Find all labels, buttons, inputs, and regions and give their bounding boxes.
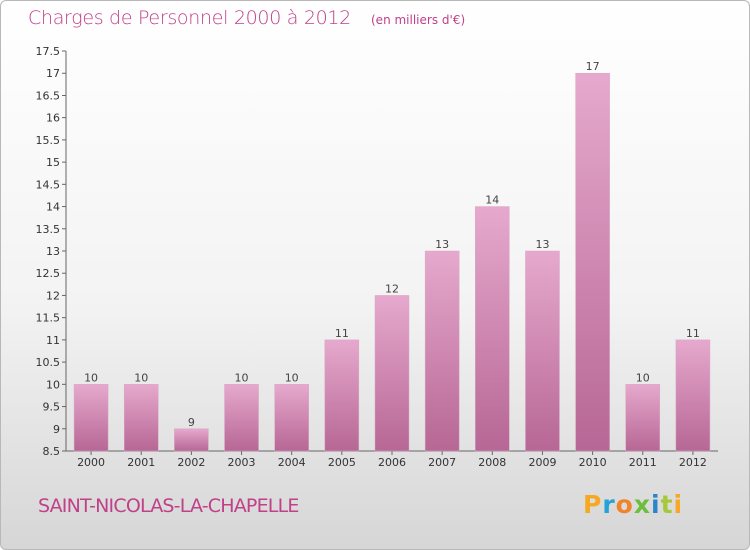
data-label-2009: 13 — [535, 238, 549, 251]
y-tick-label: 11.5 — [36, 312, 61, 325]
bars — [73, 72, 711, 452]
data-label-2007: 13 — [435, 238, 449, 251]
data-label-2000: 10 — [84, 371, 98, 384]
x-tick-label: 2012 — [679, 456, 707, 469]
data-labels: 10 10 9 10 10 11 12 13 14 13 17 10 11 — [84, 60, 700, 429]
y-tick-label: 9 — [53, 423, 60, 436]
y-tick-label: 16.5 — [36, 89, 61, 102]
chart-title: Charges de Personnel 2000 à 2012 — [28, 7, 351, 29]
x-tick-label: 2001 — [127, 456, 155, 469]
data-label-2002: 9 — [188, 416, 195, 429]
logo-letter: i — [651, 490, 661, 519]
y-tick-label: 12 — [46, 289, 60, 302]
logo-letter: o — [615, 490, 634, 519]
chart-subtitle: (en milliers d'€) — [371, 13, 466, 27]
y-tick-label: 10 — [46, 378, 60, 391]
bar-2006 — [374, 295, 410, 452]
y-tick-label: 15 — [46, 156, 60, 169]
data-label-2003: 10 — [235, 371, 249, 384]
x-tick-label: 2004 — [278, 456, 306, 469]
data-label-2010: 17 — [586, 60, 600, 73]
data-label-2008: 14 — [485, 194, 499, 207]
y-tick-label: 13.5 — [36, 223, 61, 236]
y-tick-label: 10.5 — [36, 356, 61, 369]
x-tick-label: 2008 — [478, 456, 506, 469]
bar-2000 — [73, 384, 109, 452]
bar-2005 — [324, 339, 360, 452]
bar-2007 — [424, 250, 460, 452]
bar-2011 — [625, 384, 661, 452]
x-tick-label: 2000 — [77, 456, 105, 469]
x-tick-label: 2006 — [378, 456, 406, 469]
y-tick-label: 13 — [46, 245, 60, 258]
y-tick-label: 17.5 — [36, 45, 61, 58]
bar-2012 — [675, 339, 711, 452]
y-tick-label: 8.5 — [43, 445, 61, 458]
bar-2010 — [575, 72, 610, 452]
bar-2003 — [224, 384, 259, 452]
y-tick-label: 14 — [46, 201, 60, 214]
y-tick-label: 9.5 — [43, 401, 61, 414]
data-label-2004: 10 — [285, 371, 299, 384]
x-tick-label: 2005 — [328, 456, 356, 469]
data-label-2001: 10 — [134, 371, 148, 384]
logo-letter: i — [673, 490, 684, 519]
y-tick-label: 16 — [46, 112, 60, 125]
x-tick-label: 2009 — [528, 456, 556, 469]
commune-name: SAINT-NICOLAS-LA-CHAPELLE — [38, 495, 299, 517]
data-label-2011: 10 — [636, 371, 650, 384]
data-label-2012: 11 — [686, 327, 700, 340]
logo-letter: x — [633, 490, 651, 519]
bar-2008 — [475, 206, 510, 452]
logo-letter: P — [583, 490, 603, 519]
bar-2004 — [274, 384, 309, 452]
x-tick-label: 2010 — [579, 456, 607, 469]
y-tick-label: 14.5 — [36, 178, 61, 191]
x-tick-label: 2011 — [629, 456, 657, 469]
x-tick-label: 2003 — [228, 456, 256, 469]
y-tick-label: 17 — [46, 67, 60, 80]
x-tick-label: 2002 — [177, 456, 205, 469]
bar-2001 — [123, 384, 159, 452]
x-tick-label: 2007 — [428, 456, 456, 469]
logo-letter: r — [602, 490, 616, 519]
data-label-2006: 12 — [385, 282, 399, 295]
y-tick-label: 11 — [46, 334, 60, 347]
y-tick-label: 15.5 — [36, 134, 61, 147]
bar-2009 — [525, 250, 560, 452]
bar-2002 — [174, 428, 209, 452]
data-label-2005: 11 — [335, 327, 349, 340]
proxiti-logo: Proxiti — [583, 490, 683, 519]
y-tick-label: 12.5 — [36, 267, 61, 280]
logo-letter: t — [660, 490, 674, 519]
